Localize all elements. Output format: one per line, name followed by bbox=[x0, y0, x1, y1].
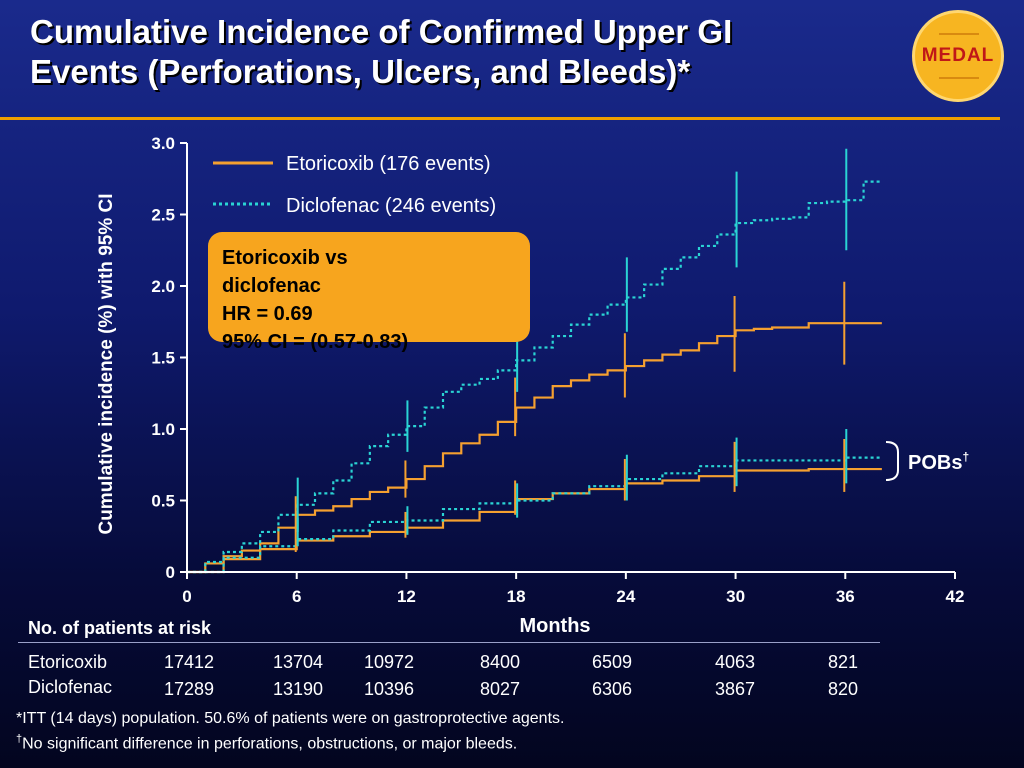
medal-logo: MEDAL bbox=[912, 10, 1004, 102]
risk-cell: 17289 bbox=[163, 679, 215, 699]
risk-row-label-etoricoxib: Etoricoxib bbox=[28, 652, 108, 672]
risk-cell: 3867 bbox=[714, 679, 756, 699]
legend-label-diclofenac: Diclofenac (246 events) bbox=[286, 195, 496, 217]
x-tick-label: 36 bbox=[836, 587, 855, 606]
risk-row-label-diclofenac: Diclofenac bbox=[28, 677, 113, 697]
pobs-label: POBs† bbox=[908, 450, 969, 474]
pobs-bracket bbox=[885, 441, 899, 481]
risk-cell: 820 bbox=[827, 679, 859, 699]
x-tick-label: 12 bbox=[397, 587, 416, 606]
callout-line-4: 95% CI = (0.57-0.83) bbox=[222, 331, 409, 353]
risk-cell: 10396 bbox=[363, 679, 415, 699]
risk-cell: 13704 bbox=[272, 652, 324, 672]
risk-cell: 8027 bbox=[479, 679, 521, 699]
risk-cell: 8400 bbox=[479, 652, 521, 672]
medal-logo-text: MEDAL bbox=[921, 45, 995, 66]
title-line-2: Events (Perforations, Ulcers, and Bleeds… bbox=[30, 53, 691, 90]
hazard-ratio-callout bbox=[208, 232, 530, 342]
footnote-dagger-mark: † bbox=[16, 733, 23, 745]
x-tick-label: 18 bbox=[507, 587, 526, 606]
y-tick-label: 3.0 bbox=[151, 134, 175, 153]
logo-ornament-top bbox=[939, 33, 979, 35]
risk-cell: 10972 bbox=[363, 652, 415, 672]
risk-table-title: No. of patients at risk bbox=[28, 618, 212, 638]
risk-cell: 6509 bbox=[591, 652, 633, 672]
footnote-dagger-text: No significant difference in perforation… bbox=[22, 735, 518, 753]
x-tick-label: 30 bbox=[726, 587, 745, 606]
title-divider bbox=[0, 117, 1000, 120]
x-tick-label: 24 bbox=[616, 587, 635, 606]
x-tick-label: 0 bbox=[182, 587, 191, 606]
risk-cell: 821 bbox=[827, 652, 859, 672]
risk-cell: 4063 bbox=[714, 652, 756, 672]
footnote-itt: *ITT (14 days) population. 50.6% of pati… bbox=[16, 710, 565, 727]
x-tick-label: 6 bbox=[292, 587, 301, 606]
callout-line-3: HR = 0.69 bbox=[222, 303, 313, 325]
y-tick-label: 0.5 bbox=[151, 492, 175, 511]
title-line-1: Cumulative Incidence of Confirmed Upper … bbox=[30, 13, 733, 50]
risk-cell: 13190 bbox=[272, 679, 324, 699]
curve-diclofenac-pobs bbox=[187, 456, 882, 574]
y-tick-label: 0 bbox=[166, 563, 175, 582]
risk-table-divider bbox=[18, 642, 880, 643]
footnote-dagger: †No significant difference in perforatio… bbox=[16, 733, 517, 753]
x-axis-label: Months bbox=[519, 615, 590, 637]
callout-line-1: Etoricoxib vs bbox=[222, 247, 348, 269]
legend-label-etoricoxib: Etoricoxib (176 events) bbox=[286, 153, 491, 175]
risk-cell: 17412 bbox=[163, 652, 215, 672]
y-tick-label: 2.5 bbox=[151, 206, 175, 225]
pobs-dagger: † bbox=[962, 450, 969, 464]
x-tick-label: 42 bbox=[946, 587, 965, 606]
y-tick-label: 1.0 bbox=[151, 420, 175, 439]
y-axis-label: Cumulative incidence (%) with 95% CI bbox=[96, 193, 117, 534]
logo-ornament-bottom bbox=[939, 77, 979, 79]
callout-line-2: diclofenac bbox=[222, 275, 321, 297]
y-tick-label: 1.5 bbox=[151, 349, 175, 368]
slide-title: Cumulative Incidence of Confirmed Upper … bbox=[30, 12, 890, 92]
hazard-ratio-text: Etoricoxib vs diclofenac HR = 0.69 95% C… bbox=[222, 244, 582, 356]
y-tick-label: 2.0 bbox=[151, 277, 175, 296]
curve-etoricoxib-pobs bbox=[187, 467, 882, 574]
curve-diclofenac-events bbox=[187, 180, 882, 574]
risk-cell: 6306 bbox=[591, 679, 633, 699]
